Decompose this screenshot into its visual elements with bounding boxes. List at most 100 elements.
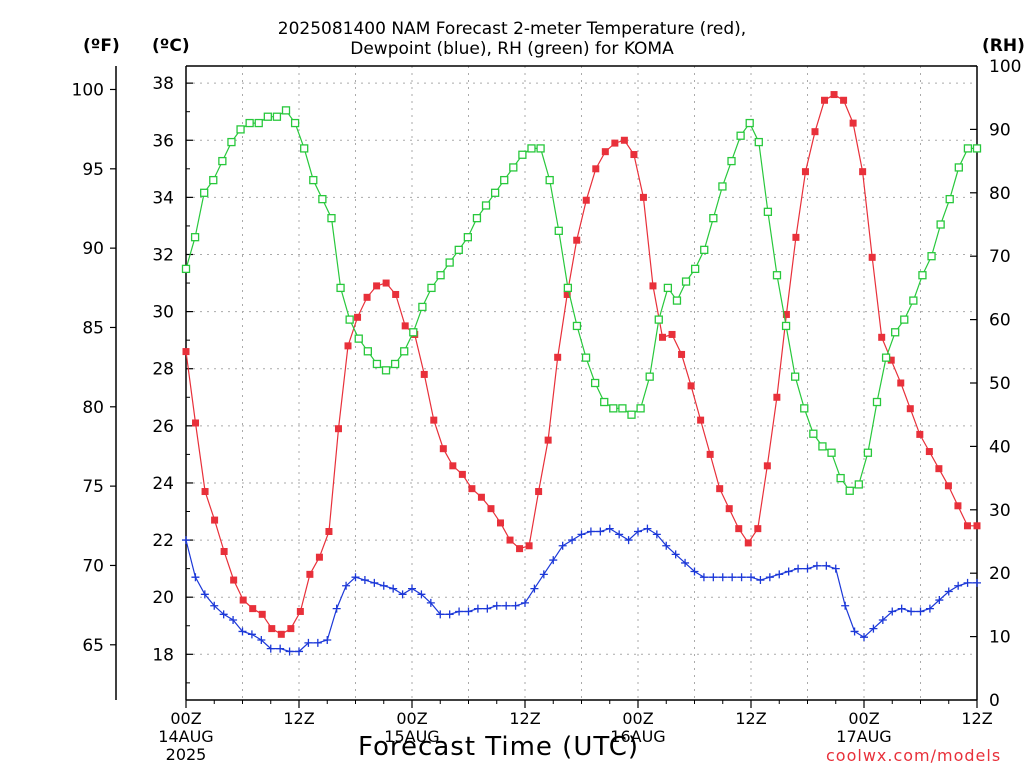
temperature-point	[678, 350, 686, 358]
temperature-point	[554, 353, 562, 361]
temperature-point	[592, 165, 600, 173]
temperature-point	[182, 348, 190, 356]
temperature-point	[315, 553, 323, 561]
dewpoint-point	[408, 584, 416, 593]
dewpoint-point	[775, 570, 784, 579]
rh-point	[954, 163, 963, 172]
dewpoint-point	[200, 590, 209, 599]
dewpoint-point	[831, 564, 840, 573]
rh-line	[185, 109, 977, 492]
temperature-point	[287, 625, 295, 633]
dewpoint-point	[765, 573, 774, 582]
dewpoint-point	[568, 536, 577, 545]
dewpoint-point	[907, 607, 916, 616]
dewpoint-point	[944, 587, 953, 596]
temperature-point	[249, 605, 257, 613]
dewpoint-point	[878, 616, 887, 625]
rh-point	[372, 359, 382, 369]
rh-point	[409, 328, 418, 337]
dewpoint-point	[596, 527, 605, 536]
rh-tick-label: 10	[989, 628, 1011, 648]
dewpoint-point	[521, 598, 529, 607]
rh-point	[345, 315, 354, 324]
rh-point	[809, 429, 818, 438]
rh-point	[363, 347, 372, 356]
dewpoint-point	[229, 616, 238, 625]
rh-point	[918, 271, 927, 280]
x-tick-label: 12Z	[283, 709, 314, 728]
rh-point	[936, 220, 945, 229]
temperature-point	[763, 462, 771, 470]
x-tick-label: 12Z	[735, 709, 766, 728]
rh-point	[218, 156, 227, 166]
temperature-point	[220, 547, 228, 555]
dewpoint-point	[888, 607, 897, 616]
temperature-point	[496, 519, 504, 527]
dewpoint-point	[709, 573, 718, 582]
rh-tick-label: 100	[989, 57, 1021, 77]
rh-point	[190, 233, 200, 242]
dewpoint-point	[652, 530, 661, 539]
temperature-point	[306, 570, 314, 578]
temperature-point	[401, 322, 409, 330]
temperature-point	[363, 293, 371, 301]
temperature-point	[925, 448, 933, 456]
fahrenheit-tick-label: 80	[82, 398, 104, 418]
fahrenheit-unit-label: (ºF)	[83, 36, 120, 56]
rh-tick-label: 90	[989, 120, 1011, 140]
rh-tick-label: 0	[989, 691, 1000, 711]
axes	[110, 65, 978, 708]
dewpoint-point	[313, 638, 322, 647]
temperature-point	[620, 136, 628, 144]
rh-tick-label: 70	[989, 247, 1011, 267]
dewpoint-point	[323, 636, 332, 645]
dewpoint-point	[210, 601, 219, 610]
rh-point	[390, 359, 400, 369]
temperature-point	[334, 425, 342, 433]
x-tick-label: 12Z	[509, 709, 540, 728]
dewpoint-point	[756, 576, 765, 585]
dewpoint-point	[445, 610, 454, 619]
temperature-point	[887, 356, 895, 364]
rh-point	[563, 283, 573, 293]
temperature-point	[325, 528, 333, 536]
dewpoint-point	[925, 604, 934, 613]
temperature-point	[230, 576, 238, 584]
celsius-tick-label: 28	[152, 360, 174, 380]
dewpoint-point	[643, 524, 652, 533]
temperature-point	[373, 282, 381, 290]
rh-point	[527, 144, 536, 153]
temperature-point	[782, 310, 790, 318]
temperature-point	[192, 419, 200, 427]
rh-point	[536, 144, 545, 153]
temperature-point	[668, 330, 676, 338]
rh-point	[709, 214, 718, 223]
temperature-point	[716, 485, 724, 493]
dewpoint-point	[389, 584, 398, 593]
dewpoint-point	[379, 581, 388, 590]
dewpoint-point	[473, 604, 482, 613]
rh-point	[572, 321, 582, 331]
temperature-point	[840, 96, 848, 104]
x-year-label: 2025	[166, 745, 207, 764]
temperature-point	[544, 436, 552, 444]
series-layer	[181, 91, 982, 656]
dewpoint-point	[841, 601, 850, 610]
rh-point	[881, 353, 891, 362]
temperature-point	[725, 505, 733, 513]
rh-point	[663, 283, 673, 293]
dewpoint-point	[304, 638, 313, 647]
rh-point	[772, 271, 782, 280]
rh-point	[872, 397, 882, 407]
dewpoint-point	[492, 601, 501, 610]
dewpoint-point	[605, 524, 614, 533]
temperature-point	[535, 488, 543, 496]
rh-point	[209, 175, 218, 185]
dewpoint-point	[295, 647, 303, 656]
temperature-point	[954, 502, 962, 510]
temperature-point	[430, 416, 438, 424]
temperature-point	[897, 379, 905, 387]
rh-point	[627, 410, 636, 419]
dewpoint-point	[276, 644, 285, 653]
